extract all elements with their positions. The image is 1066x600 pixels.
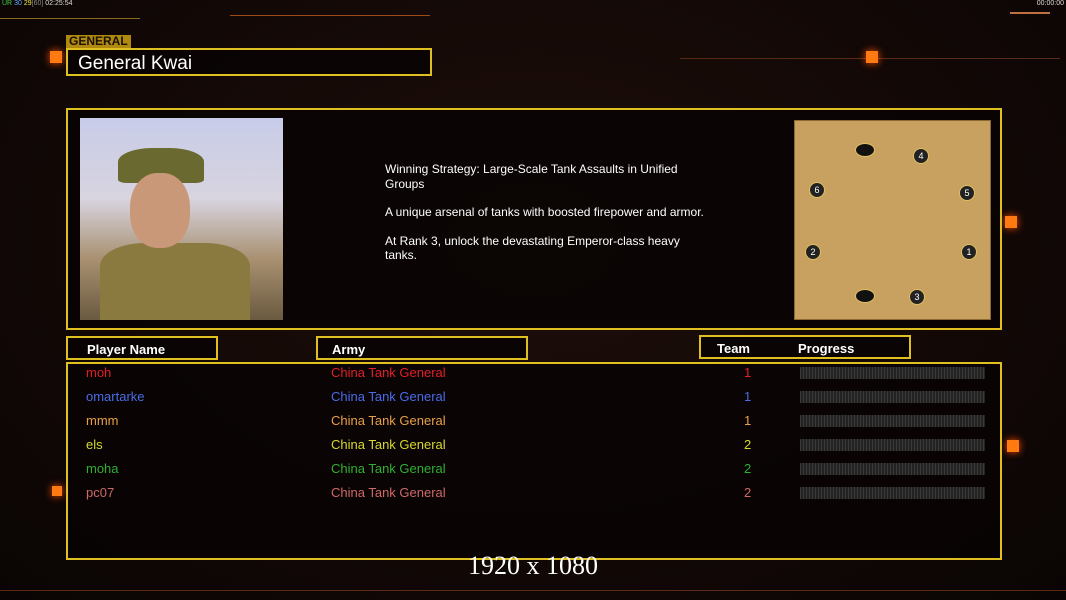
general-name: General Kwai — [66, 48, 432, 76]
player-row: mmm China Tank General 1 — [86, 412, 986, 430]
decor-square — [50, 51, 62, 63]
player-army[interactable]: China Tank General — [331, 485, 446, 500]
player-army[interactable]: China Tank General — [331, 413, 446, 428]
player-army[interactable]: China Tank General — [331, 461, 446, 476]
player-team[interactable]: 2 — [744, 461, 752, 476]
player-team[interactable]: 1 — [744, 365, 752, 380]
player-army[interactable]: China Tank General — [331, 365, 446, 380]
start-slot-1[interactable]: 1 — [961, 244, 977, 260]
decor-line — [0, 18, 140, 19]
map-preview[interactable]: 1 2 3 4 5 6 — [794, 120, 991, 320]
description-line: Winning Strategy: Large-Scale Tank Assau… — [385, 162, 678, 191]
start-slot-2[interactable]: 2 — [805, 244, 821, 260]
map-pit — [855, 143, 875, 157]
decor-line — [0, 590, 1066, 591]
player-row: moha China Tank General 2 — [86, 460, 986, 478]
player-name: moh — [86, 365, 112, 380]
player-name: els — [86, 437, 103, 452]
start-slot-4[interactable]: 4 — [913, 148, 929, 164]
game-timer: 00:00:00 — [1036, 0, 1064, 7]
map-pit — [855, 289, 875, 303]
general-portrait — [80, 118, 283, 320]
team-progress-header: Team Progress — [699, 335, 911, 359]
player-name: moha — [86, 461, 119, 476]
decor-square — [1007, 440, 1019, 452]
army-header: Army — [316, 336, 528, 360]
player-army[interactable]: China Tank General — [331, 437, 446, 452]
fps-target: [60] — [31, 0, 44, 7]
progress-bar — [800, 415, 985, 427]
progress-header: Progress — [798, 341, 855, 356]
fps-counter: UR 30 29[60] 02:25:54 — [2, 0, 73, 7]
player-team[interactable]: 1 — [744, 389, 752, 404]
progress-bar — [800, 487, 985, 499]
portrait-uniform — [100, 243, 250, 320]
decor-line — [1010, 12, 1050, 14]
start-slot-3[interactable]: 3 — [909, 289, 925, 305]
description-line: A unique arsenal of tanks with boosted f… — [385, 205, 704, 219]
player-name: mmm — [86, 413, 119, 428]
fps-label: UR — [2, 0, 13, 7]
general-tag: GENERAL — [66, 35, 131, 48]
fps-value: 30 — [14, 0, 22, 7]
player-name: pc07 — [86, 485, 115, 500]
resolution-label: 1920 x 1080 — [468, 551, 598, 580]
decor-square — [1005, 216, 1017, 228]
player-row: moh China Tank General 1 — [86, 364, 986, 382]
decor-square — [866, 51, 878, 63]
description-line: At Rank 3, unlock the devastating Empero… — [385, 233, 680, 263]
fps-value: 29 — [23, 0, 32, 7]
start-slot-5[interactable]: 5 — [959, 185, 975, 201]
general-description: Winning Strategy: Large-Scale Tank Assau… — [385, 162, 705, 277]
team-header: Team — [717, 341, 750, 356]
player-name: omartarke — [86, 389, 145, 404]
decor-line — [230, 15, 430, 16]
player-army[interactable]: China Tank General — [331, 389, 446, 404]
player-team[interactable]: 2 — [744, 437, 752, 452]
player-row: pc07 China Tank General 2 — [86, 484, 986, 502]
progress-bar — [800, 367, 985, 379]
progress-bar — [800, 439, 985, 451]
player-name-header: Player Name — [66, 336, 218, 360]
clock: 02:25:54 — [45, 0, 73, 7]
decor-square — [52, 486, 62, 496]
progress-bar — [800, 463, 985, 475]
player-team[interactable]: 2 — [744, 485, 752, 500]
player-team[interactable]: 1 — [744, 413, 752, 428]
start-slot-6[interactable]: 6 — [809, 182, 825, 198]
player-row: omartarke China Tank General 1 — [86, 388, 986, 406]
progress-bar — [800, 391, 985, 403]
player-row: els China Tank General 2 — [86, 436, 986, 454]
portrait-face — [130, 173, 190, 248]
